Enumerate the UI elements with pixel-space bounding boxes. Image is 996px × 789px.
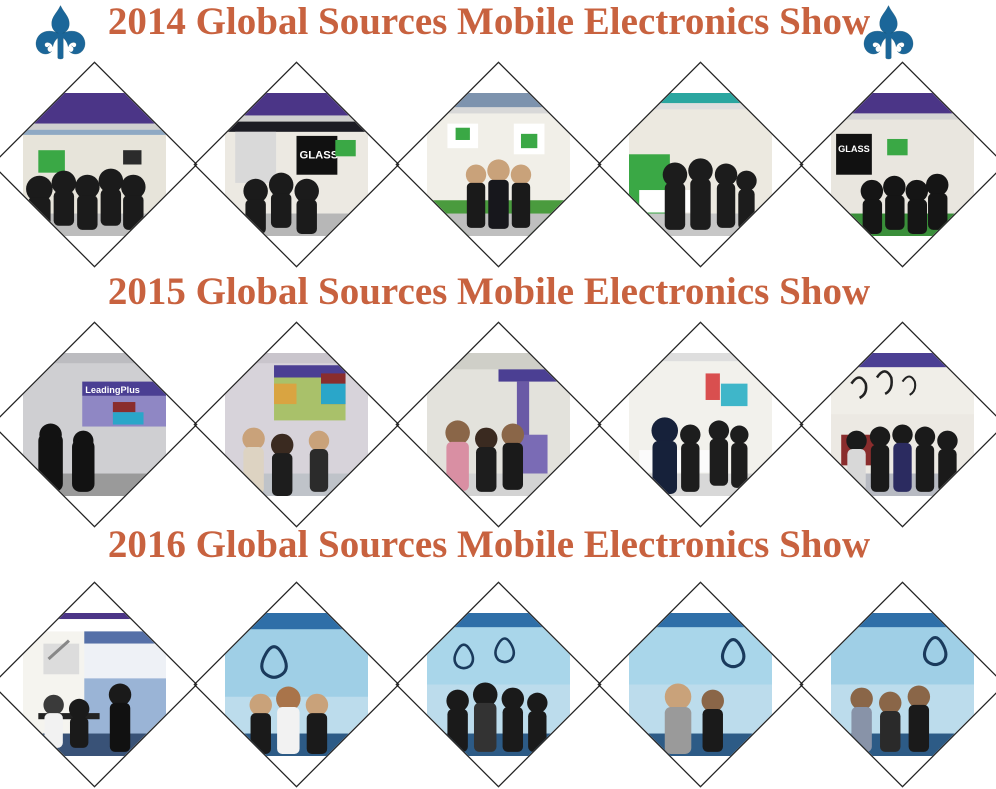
svg-text:GLASS: GLASS xyxy=(299,149,338,161)
svg-text:GLASS: GLASS xyxy=(838,144,870,154)
svg-text:LeadingPlus: LeadingPlus xyxy=(85,385,140,395)
